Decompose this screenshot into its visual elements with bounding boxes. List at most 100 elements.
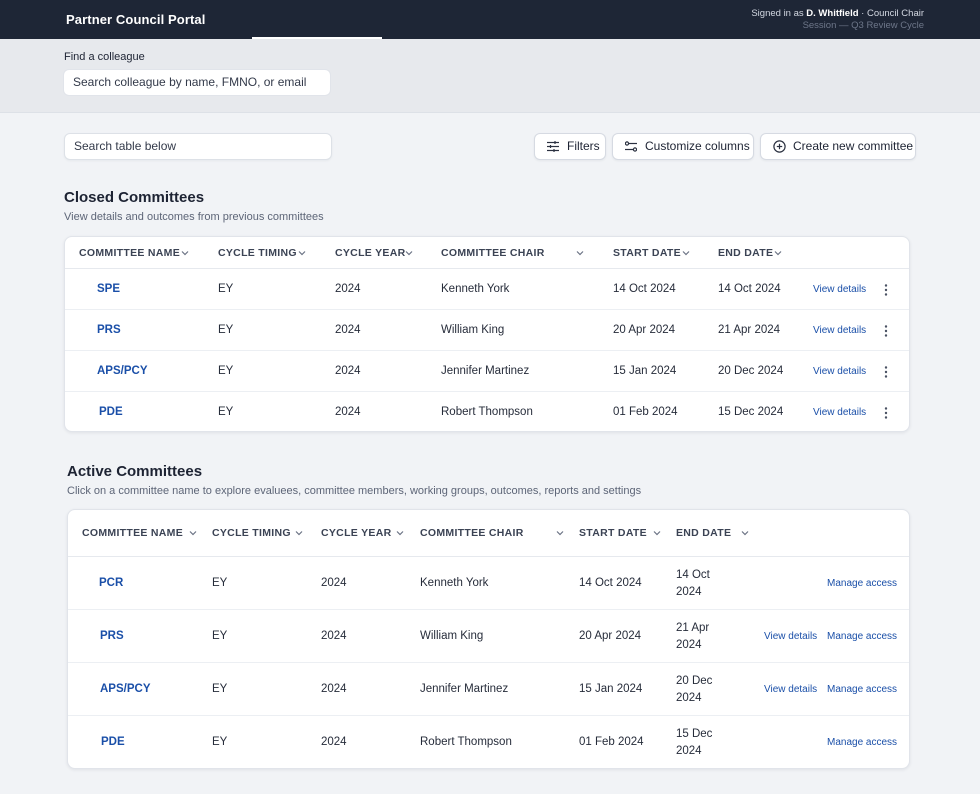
- chevron-down-icon[interactable]: [294, 528, 304, 538]
- column-header-committee-chair[interactable]: COMMITTEE CHAIR: [441, 247, 545, 259]
- table-search-input[interactable]: Search table below: [64, 133, 332, 160]
- committee-name-link[interactable]: PDE: [101, 736, 125, 748]
- column-header-end-date[interactable]: END DATE: [676, 527, 732, 539]
- table-row: PDE EY 2024 Robert Thompson 01 Feb 2024 …: [68, 716, 909, 768]
- end-date-day: 20 Dec: [676, 675, 713, 687]
- view-details-link[interactable]: View details: [764, 631, 818, 642]
- view-details-link[interactable]: View details: [813, 407, 867, 418]
- view-details-link[interactable]: View details: [813, 366, 867, 377]
- chevron-down-icon[interactable]: [555, 528, 565, 538]
- more-options-icon[interactable]: [883, 324, 889, 338]
- committee-chair: Robert Thompson: [441, 406, 533, 418]
- start-date: 15 Jan 2024: [613, 365, 677, 377]
- customize-columns-button[interactable]: Customize columns: [612, 133, 754, 160]
- active-committees-table: COMMITTEE NAME CYCLE TIMING CYCLE YEAR C…: [67, 509, 910, 769]
- cycle-year: 2024: [321, 683, 347, 695]
- create-committee-label: Create new committee: [793, 139, 914, 153]
- end-date: 15 Dec 2024: [718, 406, 784, 418]
- end-date: 14 Oct 2024: [718, 283, 781, 295]
- committee-name-link[interactable]: PRS: [100, 630, 124, 642]
- view-details-link[interactable]: View details: [813, 325, 867, 336]
- table-row: PCR EY 2024 Kenneth York 14 Oct 2024 14 …: [68, 557, 909, 610]
- cycle-timing: EY: [218, 406, 234, 418]
- table-row: PDE EY 2024 Robert Thompson 01 Feb 2024 …: [65, 392, 909, 431]
- committee-name-link[interactable]: SPE: [97, 283, 121, 295]
- closed-committees-subtitle: View details and outcomes from previous …: [64, 211, 324, 223]
- column-header-end-date[interactable]: END DATE: [718, 247, 774, 259]
- end-date-day: 15 Dec: [676, 728, 713, 740]
- table-header: COMMITTEE NAME CYCLE TIMING CYCLE YEAR C…: [68, 510, 909, 557]
- cycle-timing: EY: [212, 577, 228, 589]
- committee-chair: Jennifer Martinez: [420, 683, 509, 695]
- committee-name-link[interactable]: APS/PCY: [100, 683, 151, 695]
- signed-in-prefix: Signed in as: [751, 8, 807, 19]
- user-name[interactable]: D. Whitfield: [806, 8, 859, 19]
- start-date: 14 Oct 2024: [579, 577, 642, 589]
- chevron-down-icon[interactable]: [740, 528, 750, 538]
- create-committee-button[interactable]: Create new committee: [760, 133, 916, 160]
- end-date-day: 14 Oct: [676, 569, 710, 581]
- column-header-cycle-year[interactable]: CYCLE YEAR: [321, 527, 392, 539]
- end-date: 21 Apr 2024: [718, 324, 781, 336]
- top-navigation-bar: Partner Council Portal Signed in as D. W…: [0, 0, 980, 39]
- committee-name-link[interactable]: PCR: [99, 577, 124, 589]
- end-date-year: 2024: [676, 586, 702, 598]
- column-header-cycle-timing[interactable]: CYCLE TIMING: [212, 527, 291, 539]
- portal-title: Partner Council Portal: [66, 12, 206, 27]
- cycle-year: 2024: [321, 736, 347, 748]
- chevron-down-icon[interactable]: [395, 528, 405, 538]
- committee-chair: Kenneth York: [420, 577, 489, 589]
- view-details-link[interactable]: View details: [764, 684, 818, 695]
- chevron-down-icon[interactable]: [773, 248, 783, 258]
- start-date: 15 Jan 2024: [579, 683, 643, 695]
- chevron-down-icon[interactable]: [180, 248, 190, 258]
- cycle-timing: EY: [212, 736, 228, 748]
- column-header-committee-chair[interactable]: COMMITTEE CHAIR: [420, 527, 524, 539]
- end-date-year: 2024: [676, 639, 702, 651]
- more-options-icon[interactable]: [883, 365, 889, 379]
- committee-chair: Robert Thompson: [420, 736, 512, 748]
- chevron-down-icon[interactable]: [404, 248, 414, 258]
- column-header-committee-name[interactable]: COMMITTEE NAME: [82, 527, 184, 539]
- column-header-committee-name[interactable]: COMMITTEE NAME: [79, 247, 181, 259]
- manage-access-link[interactable]: Manage access: [827, 578, 898, 589]
- colleague-search-input[interactable]: Search colleague by name, FMNO, or email: [63, 69, 331, 96]
- column-header-start-date[interactable]: START DATE: [613, 247, 681, 259]
- cycle-timing: EY: [218, 283, 234, 295]
- committee-name-link[interactable]: PDE: [99, 406, 123, 418]
- active-tab-indicator: [252, 37, 382, 39]
- table-row: APS/PCY EY 2024 Jennifer Martinez 15 Jan…: [68, 663, 909, 716]
- manage-access-link[interactable]: Manage access: [827, 631, 898, 642]
- committee-chair: Jennifer Martinez: [441, 365, 530, 377]
- committee-name-link[interactable]: APS/PCY: [97, 365, 148, 377]
- manage-access-link[interactable]: Manage access: [827, 684, 898, 695]
- more-options-icon[interactable]: [883, 283, 889, 297]
- cycle-timing: EY: [218, 365, 234, 377]
- column-header-cycle-timing[interactable]: CYCLE TIMING: [218, 247, 297, 259]
- view-details-link[interactable]: View details: [813, 284, 867, 295]
- cycle-timing: EY: [218, 324, 234, 336]
- filter-sliders-icon: [546, 140, 560, 154]
- end-date: 20 Dec 2024: [718, 365, 784, 377]
- more-options-icon[interactable]: [883, 406, 889, 420]
- column-header-cycle-year[interactable]: CYCLE YEAR: [335, 247, 406, 259]
- table-row: PRS EY 2024 William King 20 Apr 2024 21 …: [68, 610, 909, 663]
- chevron-down-icon[interactable]: [681, 248, 691, 258]
- chevron-down-icon[interactable]: [297, 248, 307, 258]
- chevron-down-icon[interactable]: [652, 528, 662, 538]
- chevron-down-icon[interactable]: [575, 248, 585, 258]
- cycle-year: 2024: [335, 283, 361, 295]
- session-label: Session — Q3 Review Cycle: [802, 20, 924, 31]
- filters-button[interactable]: Filters: [534, 133, 606, 160]
- end-date-year: 2024: [676, 692, 702, 704]
- end-date-year: 2024: [676, 745, 702, 757]
- chevron-down-icon[interactable]: [188, 528, 198, 538]
- end-date: 21 Apr 2024: [676, 620, 709, 654]
- finder-label: Find a colleague: [64, 51, 145, 63]
- column-header-start-date[interactable]: START DATE: [579, 527, 647, 539]
- manage-access-link[interactable]: Manage access: [827, 737, 898, 748]
- table-row: PRS EY 2024 William King 20 Apr 2024 21 …: [65, 310, 909, 351]
- start-date: 01 Feb 2024: [613, 406, 678, 418]
- committee-name-link[interactable]: PRS: [97, 324, 121, 336]
- closed-committees-title: Closed Committees: [64, 189, 205, 206]
